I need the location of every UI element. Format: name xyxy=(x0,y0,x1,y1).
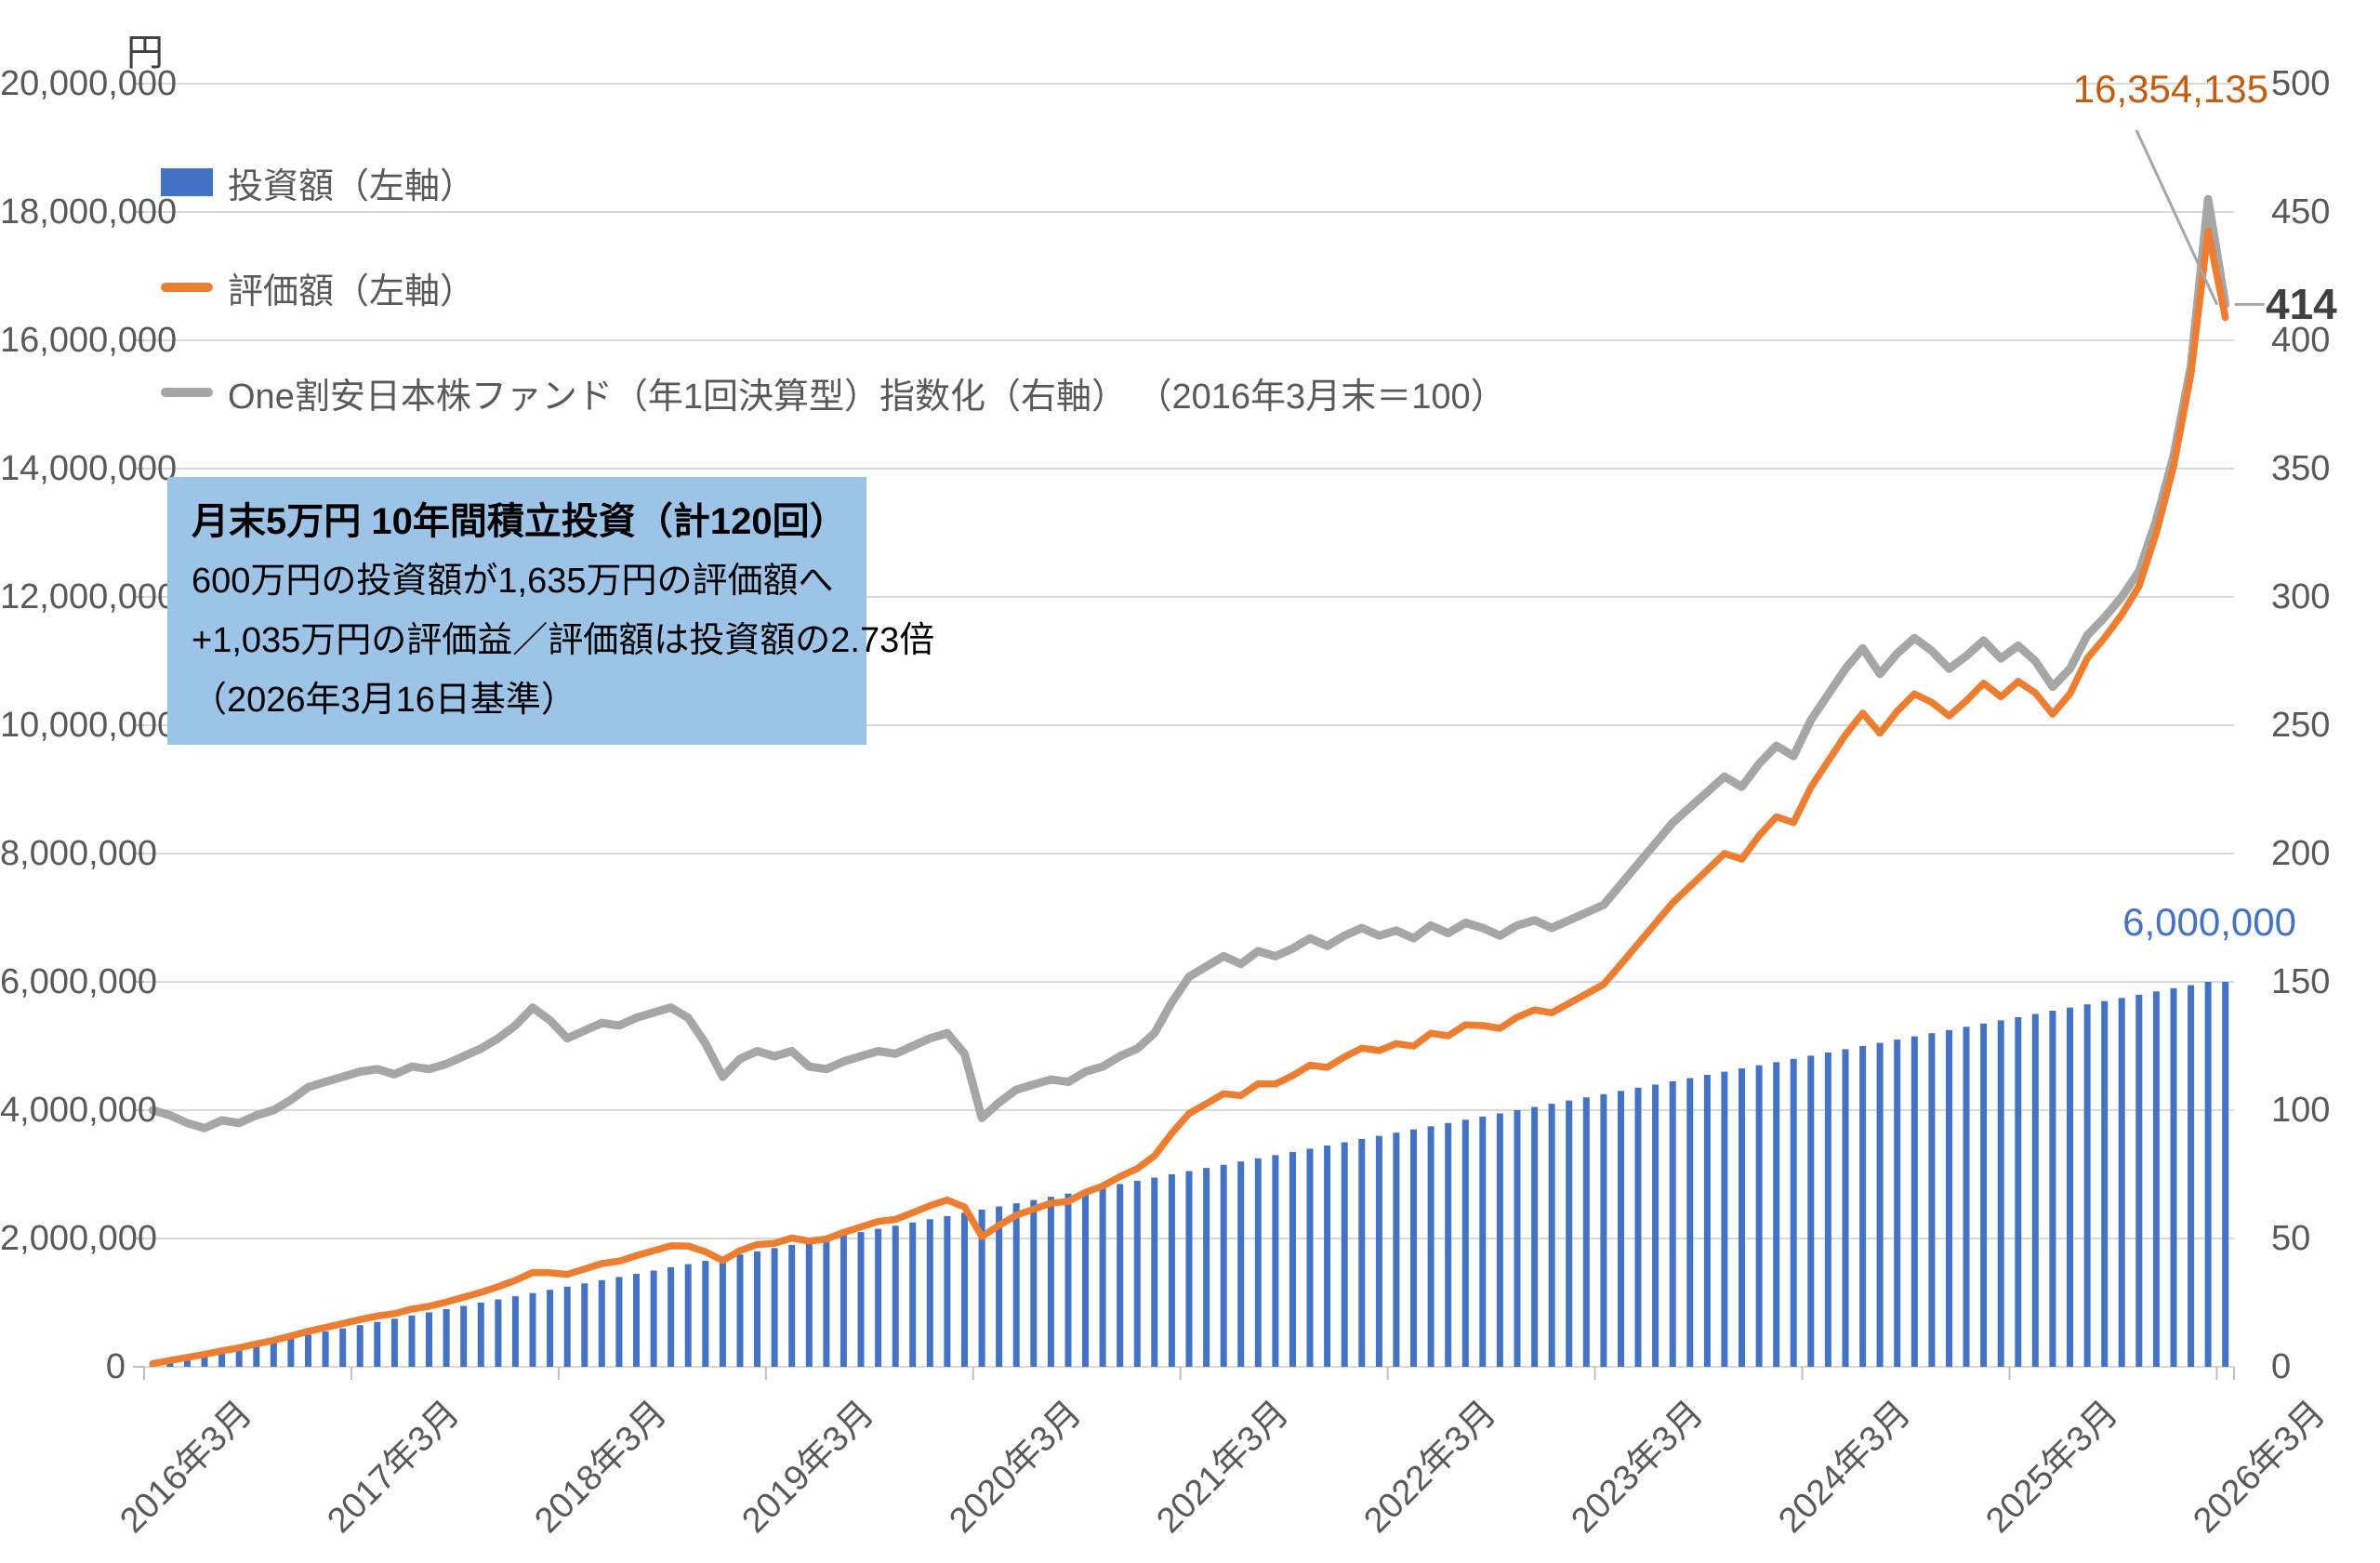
legend-item-index: One割安日本株ファンド（年1回決算型）指数化（右軸） （2016年3月末＝10… xyxy=(161,366,1506,418)
annotation-investment-final: 6,000,000 xyxy=(2122,900,2296,944)
right-axis-tick-label: 50 xyxy=(2271,1219,2311,1258)
legend-label-index: One割安日本株ファンド（年1回決算型）指数化（右軸） （2016年3月末＝10… xyxy=(228,377,1506,417)
left-axis-tick-label: 4,000,000 xyxy=(0,1091,158,1130)
legend-item-valuation: 評価額（左軸） xyxy=(161,261,1506,313)
right-axis-tick-label: 300 xyxy=(2271,577,2331,616)
right-axis-tick-label: 250 xyxy=(2271,706,2331,745)
legend-label-investment: 投資額（左軸） xyxy=(228,166,476,206)
left-axis-tick-label: 12,000,000 xyxy=(0,577,178,616)
left-axis-tick-label: 6,000,000 xyxy=(0,962,158,1001)
right-axis-tick-label: 350 xyxy=(2271,449,2331,488)
legend-label-valuation: 評価額（左軸） xyxy=(228,272,476,311)
callout-line-3: +1,035万円の評価益／評価額は投資額の2.73倍 xyxy=(192,621,935,660)
left-axis-tick-label: 10,000,000 xyxy=(0,706,178,745)
left-axis-tick-label: 18,000,000 xyxy=(0,192,178,232)
investment-bars xyxy=(149,982,2229,1368)
right-axis-tick-label: 200 xyxy=(2271,834,2331,873)
legend: 投資額（左軸） 評価額（左軸） One割安日本株ファンド（年1回決算型）指数化（… xyxy=(161,156,1506,471)
left-axis-tick-label: 16,000,000 xyxy=(0,321,178,360)
legend-swatch-investment-bar xyxy=(161,168,213,196)
left-axis-tick-label: 2,000,000 xyxy=(0,1219,158,1258)
valuation-line xyxy=(149,227,2229,1368)
legend-item-investment: 投資額（左軸） xyxy=(161,156,1506,208)
left-axis-tick-label: 14,000,000 xyxy=(0,449,178,488)
annotation-index-final: 414 xyxy=(2266,280,2337,328)
index-line xyxy=(148,194,2230,1133)
right-axis-tick-label: 100 xyxy=(2271,1091,2331,1130)
callout-line-4: （2026年3月16日基準） xyxy=(192,681,576,720)
left-axis-tick-label: 20,000,000 xyxy=(0,64,178,103)
annotation-valuation-final: 16,354,135 xyxy=(2072,67,2268,111)
right-axis-tick-label: 0 xyxy=(2271,1347,2292,1386)
right-axis-tick-label: 450 xyxy=(2271,192,2331,232)
legend-swatch-index-line xyxy=(161,388,213,397)
left-axis-unit-label: 円 xyxy=(126,33,164,73)
annotation-leader-lines xyxy=(2135,129,2265,306)
x-axis-ticks xyxy=(143,1367,2235,1380)
right-axis-tick-label: 150 xyxy=(2271,962,2331,1001)
callout-line-2: 600万円の投資額が1,635万円の評価額へ xyxy=(192,562,834,601)
left-axis-tick-label: 8,000,000 xyxy=(0,834,158,873)
legend-swatch-valuation-line xyxy=(161,283,213,292)
callout-box: 月末5万円 10年間積立投資（計120回） 600万円の投資額が1,635万円の… xyxy=(167,477,935,745)
callout-title: 月末5万円 10年間積立投資（計120回） xyxy=(192,501,847,542)
right-axis-tick-label: 500 xyxy=(2271,64,2331,103)
right-axis-tick-label: 400 xyxy=(2271,321,2331,360)
left-axis-tick-label: 0 xyxy=(105,1347,126,1386)
